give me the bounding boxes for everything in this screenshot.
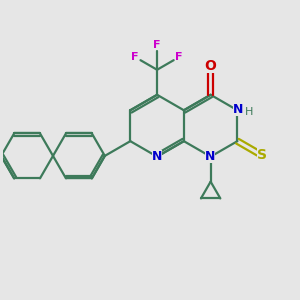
Text: N: N xyxy=(205,150,215,163)
Text: F: F xyxy=(153,40,161,50)
Text: F: F xyxy=(131,52,139,62)
Text: F: F xyxy=(175,52,183,62)
Text: H: H xyxy=(244,107,253,117)
Text: N: N xyxy=(233,103,243,116)
Text: S: S xyxy=(257,148,267,162)
Text: O: O xyxy=(205,59,217,73)
Text: N: N xyxy=(152,149,162,163)
